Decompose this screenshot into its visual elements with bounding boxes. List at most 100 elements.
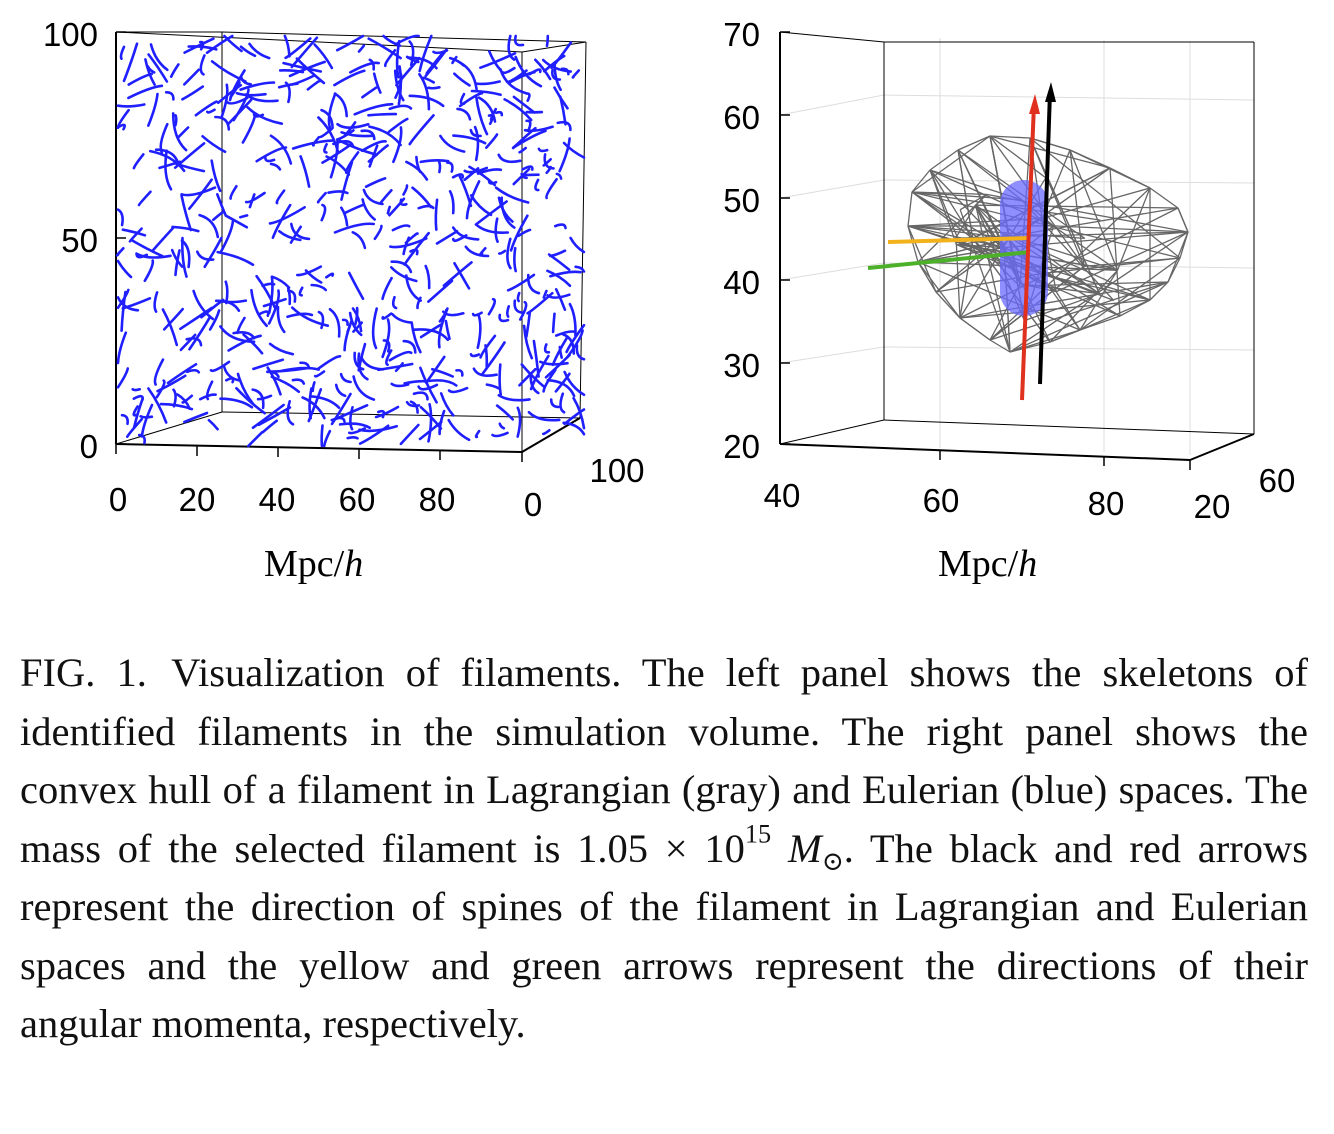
filament-segment [559, 392, 566, 414]
filament-segment [469, 194, 493, 217]
filament-segment [381, 276, 393, 301]
filament-segment [411, 186, 433, 209]
filament-segment [156, 374, 187, 393]
hull-edge [1041, 187, 1151, 220]
filament-segment [569, 236, 586, 254]
filament-segment [452, 134, 487, 145]
left-depth-tick-labels: 0 100 [524, 452, 645, 523]
filament-segment [235, 91, 267, 97]
filament-segment [180, 194, 193, 232]
filament-segment [166, 363, 198, 385]
filament-segment [418, 34, 433, 73]
filament-segment [269, 162, 282, 171]
filament-segment [346, 436, 359, 440]
filament-segment [128, 227, 143, 243]
filament-segment [386, 205, 391, 215]
hull-edge [907, 225, 937, 293]
filament-segment [219, 325, 256, 344]
filament-segment [360, 355, 385, 371]
filament-segment [252, 358, 285, 371]
filament-segment [520, 363, 546, 389]
filament-segment [149, 149, 186, 173]
filament-segment [514, 55, 543, 88]
filament-segment [349, 61, 380, 74]
hull-edge [959, 238, 974, 319]
filament-segment [357, 44, 366, 53]
filament-segment [179, 333, 197, 352]
filament-segment [555, 172, 563, 180]
filament-segment [343, 319, 353, 352]
filament-segment [116, 208, 124, 227]
filament-segment [469, 353, 481, 358]
filament-segment [229, 185, 238, 200]
filament-segment [351, 231, 367, 250]
filament-segment [209, 360, 231, 373]
filament-segment [319, 127, 333, 139]
angular-momentum-arrows [867, 236, 1031, 270]
filament-segment [115, 247, 125, 257]
filament-segment [263, 156, 276, 163]
filament-segment [437, 307, 449, 349]
filament-segment [126, 417, 143, 438]
filament-segment [364, 177, 387, 188]
filament-segment [394, 362, 404, 373]
filament-segment [296, 265, 323, 277]
filament-segment [458, 61, 478, 91]
filament-segment [379, 189, 393, 204]
hull-edge [989, 135, 1047, 179]
right-depth-tick-60: 60 [1259, 462, 1296, 499]
hull-edge [955, 244, 961, 319]
mass-exponent: 15 [744, 818, 772, 848]
filament-segment [333, 92, 348, 118]
filament-segment [419, 366, 438, 404]
filament-segment [452, 234, 468, 242]
filament-segment [340, 131, 375, 138]
filament-segment [275, 189, 286, 205]
right-x-tick-60: 60 [923, 482, 960, 519]
filament-segment [251, 388, 265, 410]
filament-segment [403, 379, 426, 385]
filament-segment [127, 84, 164, 100]
filament-segment [340, 161, 354, 201]
filament-segment [276, 305, 286, 334]
black-arrow [1038, 91, 1052, 385]
left-x-tick-20: 20 [179, 481, 216, 518]
filament-segment [343, 203, 365, 215]
filament-segment [181, 394, 194, 404]
filament-segment [367, 144, 389, 163]
filament-segment [219, 220, 235, 254]
filament-segment [513, 246, 517, 273]
filament-segment [367, 112, 398, 117]
filament-segment [266, 366, 282, 396]
filament-segment [485, 133, 499, 149]
hull-edge [1149, 187, 1179, 209]
left-box-frame [115, 31, 587, 453]
black-arrow-head [1045, 82, 1056, 102]
filament-segment [506, 305, 511, 318]
filament-segment [544, 353, 571, 379]
filament-segment [116, 103, 146, 108]
filament-segment [391, 295, 398, 310]
filament-segment [360, 129, 376, 141]
filament-segment [382, 339, 391, 353]
filament-segment [542, 429, 551, 436]
filament-segment [183, 411, 209, 424]
filament-segment [388, 350, 413, 362]
filament-segment [451, 226, 480, 241]
filament-segment [135, 252, 172, 259]
filament-segment [149, 43, 169, 72]
right-depth-tick-labels: 20 60 [1194, 462, 1296, 525]
filament-segment [475, 80, 501, 86]
filament-segment [321, 143, 352, 164]
hull-edge [907, 225, 919, 263]
filament-segment [507, 34, 516, 61]
filament-segment [548, 249, 567, 258]
filament-segment [537, 147, 549, 153]
filament-segment [545, 165, 552, 175]
filament-segment [325, 272, 335, 279]
filament-segment [196, 250, 215, 261]
filament-segment [448, 190, 455, 215]
filament-segment [438, 409, 446, 436]
filament-segment [242, 333, 264, 355]
filament-segment [412, 391, 429, 401]
